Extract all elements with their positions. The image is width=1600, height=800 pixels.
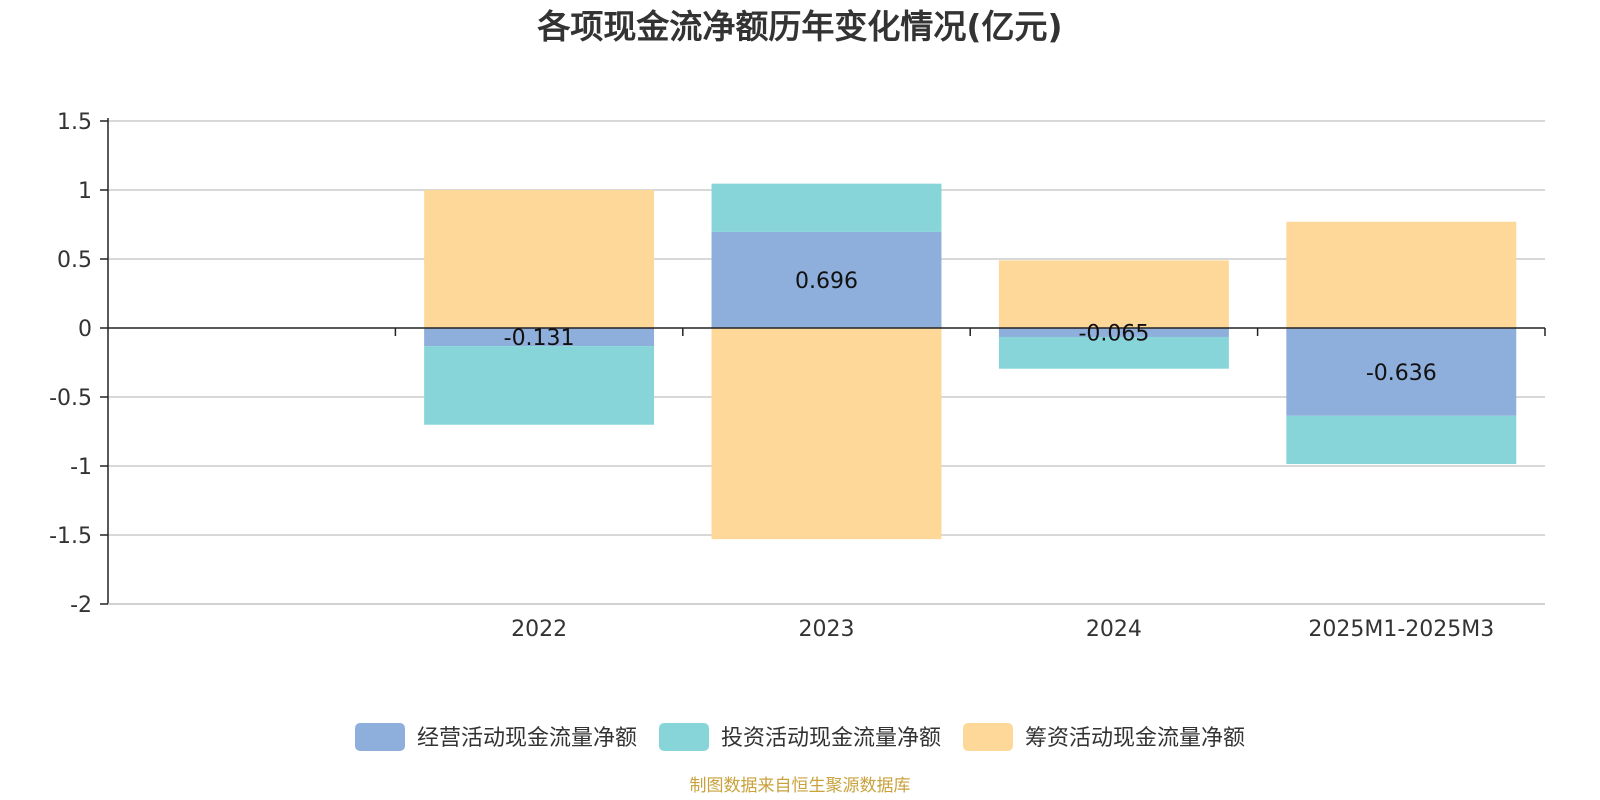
legend-label: 投资活动现金流量净额: [721, 726, 941, 751]
x-category-label: 2022: [511, 617, 567, 642]
y-tick-label: 0.5: [57, 248, 92, 273]
bar-series0-2025M1-2025M3: [1286, 328, 1517, 416]
legend-swatch: [659, 723, 709, 751]
y-tick-label: 0: [78, 317, 92, 342]
y-tick-label: -1.5: [49, 524, 92, 549]
data-label: -0.065: [1078, 321, 1149, 346]
legend-label: 筹资活动现金流量净额: [1025, 726, 1245, 751]
bar-series2-2022: [424, 190, 655, 328]
data-label: 0.696: [795, 269, 858, 294]
x-category-label: 2023: [799, 617, 855, 642]
x-category-label: 2024: [1086, 617, 1142, 642]
chart-title: 各项现金流净额历年变化情况(亿元): [536, 7, 1062, 46]
bar-series1-2025M1-2025M3: [1286, 415, 1517, 465]
legend-swatch: [963, 723, 1013, 751]
y-tick-label: 1: [78, 179, 92, 204]
y-tick-label: -2: [70, 593, 92, 618]
data-label: -0.636: [1366, 361, 1437, 386]
bar-series0-2022: [424, 328, 655, 347]
bar-series1-2024: [998, 336, 1229, 369]
bar-series2-2023: [711, 328, 942, 540]
y-tick-label: 1.5: [57, 110, 92, 135]
source-note: 制图数据来自恒生聚源数据库: [690, 776, 911, 796]
legend-label: 经营活动现金流量净额: [417, 726, 637, 751]
y-tick-label: -0.5: [49, 386, 92, 411]
bar-series1-2022: [424, 346, 655, 425]
bar-series2-2024: [998, 260, 1229, 328]
bar-series0-2023: [711, 231, 942, 328]
legend: 经营活动现金流量净额 投资活动现金流量净额 筹资活动现金流量净额: [355, 723, 1245, 751]
bar-series2-2025M1-2025M3: [1286, 221, 1517, 328]
y-tick-label: -1: [70, 455, 92, 480]
x-category-label: 2025M1-2025M3: [1308, 617, 1494, 642]
data-label: -0.131: [504, 326, 575, 351]
bar-series0-2024: [998, 328, 1229, 337]
bar-series1-2023: [711, 183, 942, 232]
legend-swatch: [355, 723, 405, 751]
